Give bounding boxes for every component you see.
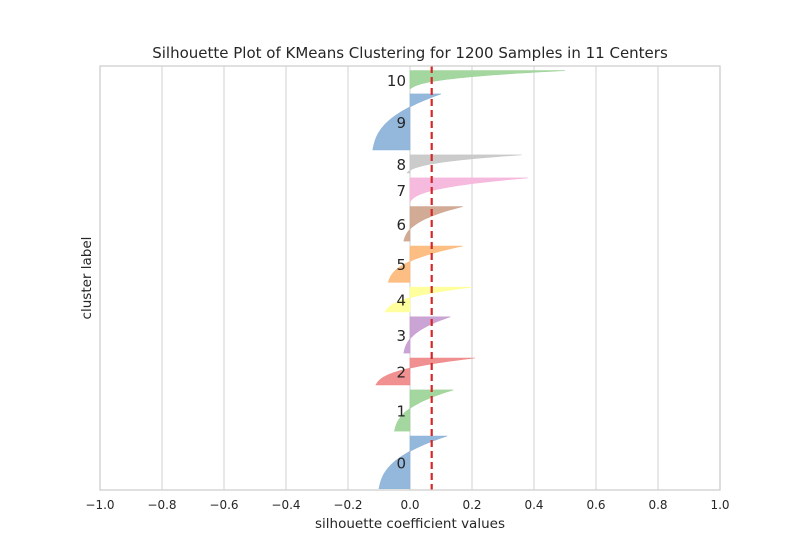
x-tick-label: 0.0	[400, 498, 419, 512]
cluster-label-6: 6	[396, 216, 406, 234]
x-tick-labels: −1.0 −0.8 −0.6 −0.4 −0.2 0.0 0.2 0.4 0.6 0.8 1.0	[85, 498, 729, 512]
cluster-silhouette-1	[394, 389, 454, 432]
cluster-label-10: 10	[387, 72, 406, 90]
x-axis-label: silhouette coefficient values	[315, 516, 505, 532]
x-tick-label: 1.0	[710, 498, 729, 512]
x-tick-label: −0.6	[209, 498, 238, 512]
x-tick-label: 0.6	[586, 498, 605, 512]
cluster-silhouette-8	[406, 154, 522, 174]
cluster-silhouette-3	[403, 316, 451, 354]
y-axis-label: cluster label	[79, 237, 95, 320]
cluster-label-0: 0	[396, 454, 406, 472]
cluster-silhouette-6	[403, 206, 463, 242]
cluster-silhouette-10	[409, 70, 566, 90]
cluster-label-8: 8	[396, 156, 406, 174]
x-tick-label: −0.4	[271, 498, 300, 512]
silhouette-clusters	[372, 70, 566, 489]
cluster-silhouette-5	[387, 245, 463, 283]
cluster-label-4: 4	[396, 292, 406, 310]
x-tick-label: 0.4	[524, 498, 543, 512]
cluster-label-9: 9	[396, 114, 406, 132]
x-tick-label: −0.8	[147, 498, 176, 512]
x-tick-label: −1.0	[85, 498, 114, 512]
cluster-label-2: 2	[396, 363, 406, 381]
x-tick-label: 0.2	[462, 498, 481, 512]
cluster-label-7: 7	[396, 182, 406, 200]
cluster-label-5: 5	[396, 256, 406, 274]
cluster-label-1: 1	[396, 403, 406, 421]
cluster-silhouette-2	[375, 357, 476, 386]
cluster-silhouette-7	[409, 177, 528, 203]
x-tick-label: 0.8	[648, 498, 667, 512]
cluster-labels: 0 1 2 3 4 5 6 7 8 9 10	[387, 72, 406, 473]
chart-title: Silhouette Plot of KMeans Clustering for…	[152, 44, 668, 62]
x-tick-label: −0.2	[333, 498, 362, 512]
cluster-silhouette-0	[378, 435, 448, 489]
plot-frame	[99, 65, 721, 491]
cluster-label-3: 3	[396, 327, 406, 345]
cluster-silhouette-9	[372, 93, 442, 151]
cluster-silhouette-4	[384, 286, 473, 313]
